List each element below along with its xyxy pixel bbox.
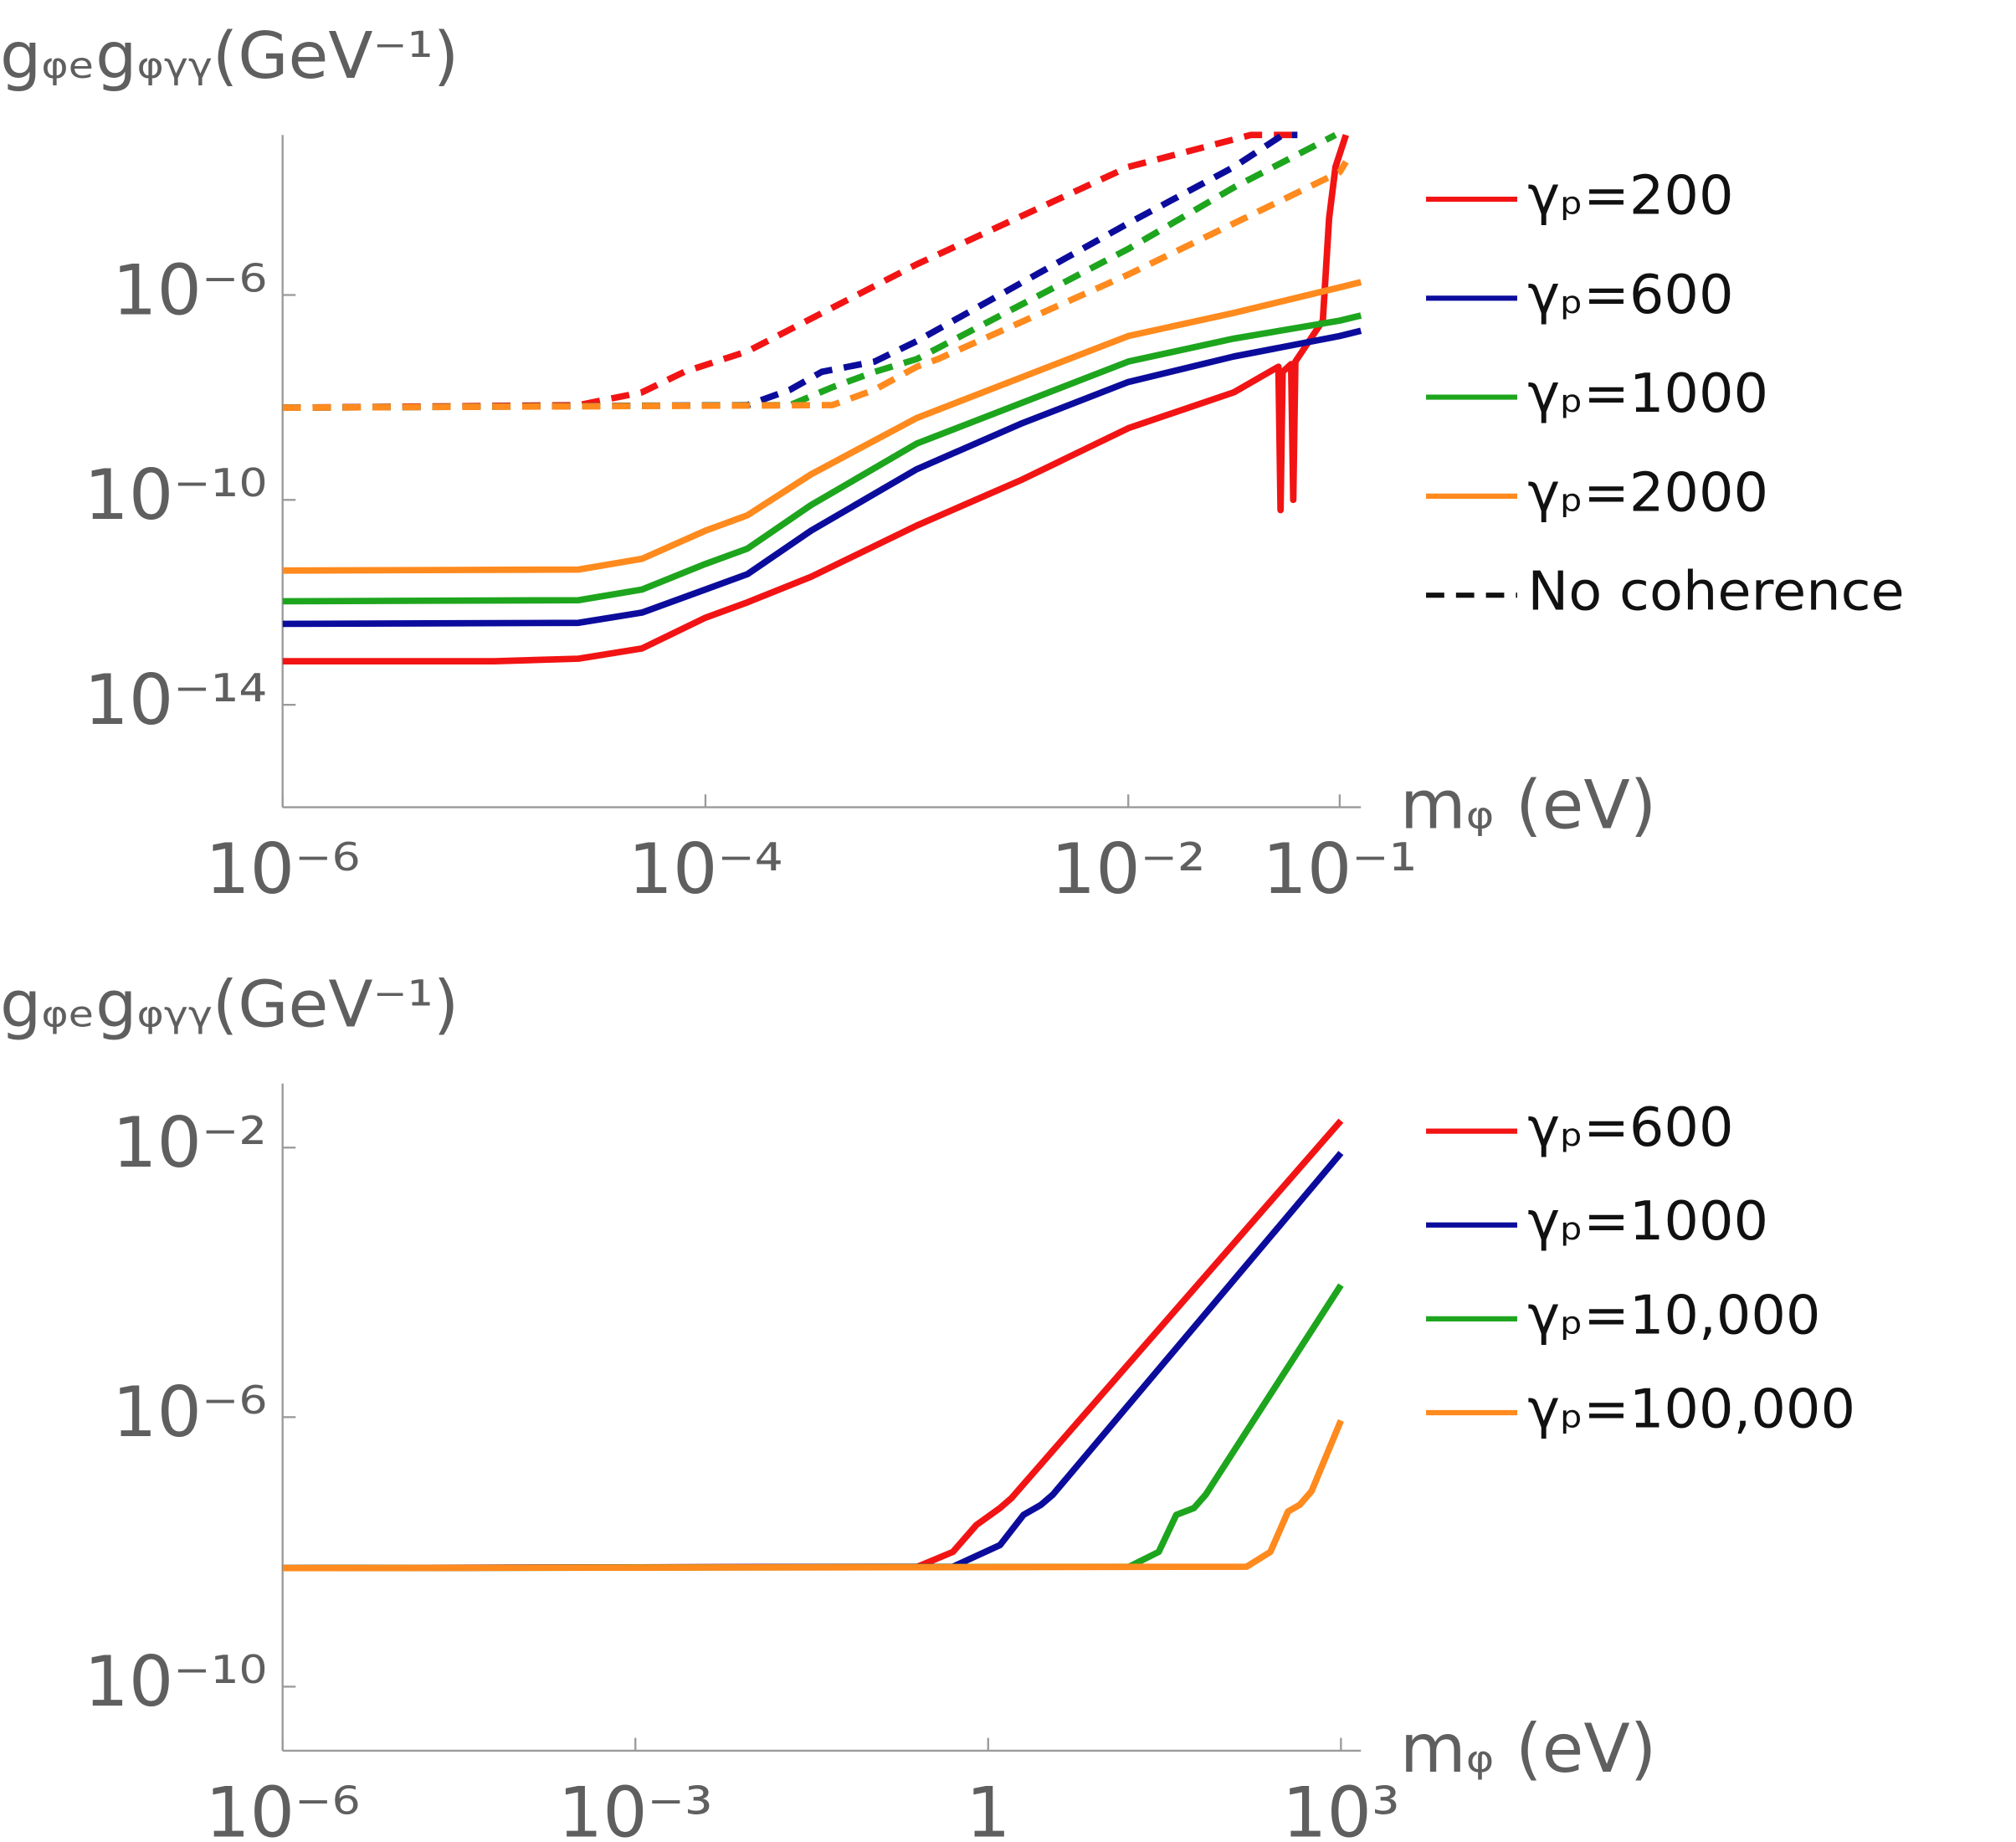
x-axis-label: mᵩ (eV) xyxy=(1400,766,1656,844)
dashed-line xyxy=(282,131,1298,411)
dashed-line xyxy=(282,160,1349,411)
line xyxy=(282,1419,1344,1572)
y-tick-label: 10⁻⁶ xyxy=(112,250,267,331)
x-tick-label: 1 xyxy=(966,1773,1010,1842)
dashed-line xyxy=(282,131,1337,411)
x-tick-label: 10⁻² xyxy=(1051,829,1206,910)
line xyxy=(282,312,1362,605)
plot-area xyxy=(282,131,1362,664)
legend-label: γₚ=100,000 xyxy=(1527,1378,1855,1441)
plot-area xyxy=(282,1118,1344,1572)
legend-label: No coherence xyxy=(1527,561,1904,623)
dashed-line xyxy=(282,131,1298,411)
legend-label: γₚ=200 xyxy=(1527,165,1733,228)
x-tick-label: 10⁻⁶ xyxy=(205,829,360,910)
x-tick-label: 10⁻³ xyxy=(558,1773,713,1842)
x-tick-label: 10⁻⁶ xyxy=(205,1773,360,1842)
y-tick-label: 10⁻¹⁴ xyxy=(84,659,267,740)
x-axis-label: mᵩ (eV) xyxy=(1400,1709,1656,1787)
x-tick-label: 10⁻¹ xyxy=(1262,829,1417,910)
legend-label: γₚ=10,000 xyxy=(1527,1285,1820,1347)
y-tick-label: 10⁻¹⁰ xyxy=(84,455,267,536)
line xyxy=(282,1151,1344,1572)
legend-label: γₚ=600 xyxy=(1527,1096,1733,1159)
x-tick-label: 10³ xyxy=(1282,1773,1400,1842)
legend-label: γₚ=1000 xyxy=(1527,1191,1768,1254)
y-axis-label: gᵩₑgᵩᵧᵧ(GeV⁻¹) xyxy=(0,967,459,1042)
line xyxy=(282,327,1362,628)
legend-label: γₚ=2000 xyxy=(1527,462,1768,525)
y-axis-label: gᵩₑgᵩᵧᵧ(GeV⁻¹) xyxy=(0,19,459,94)
line xyxy=(282,279,1362,574)
y-tick-label: 10⁻⁶ xyxy=(112,1373,267,1453)
x-tick-label: 10⁻⁴ xyxy=(628,829,782,910)
y-tick-label: 10⁻² xyxy=(112,1103,267,1183)
legend-label: γₚ=1000 xyxy=(1527,362,1768,425)
line xyxy=(282,1283,1344,1572)
legend-label: γₚ=600 xyxy=(1527,264,1733,326)
line xyxy=(282,134,1350,664)
y-tick-label: 10⁻¹⁰ xyxy=(84,1642,267,1722)
